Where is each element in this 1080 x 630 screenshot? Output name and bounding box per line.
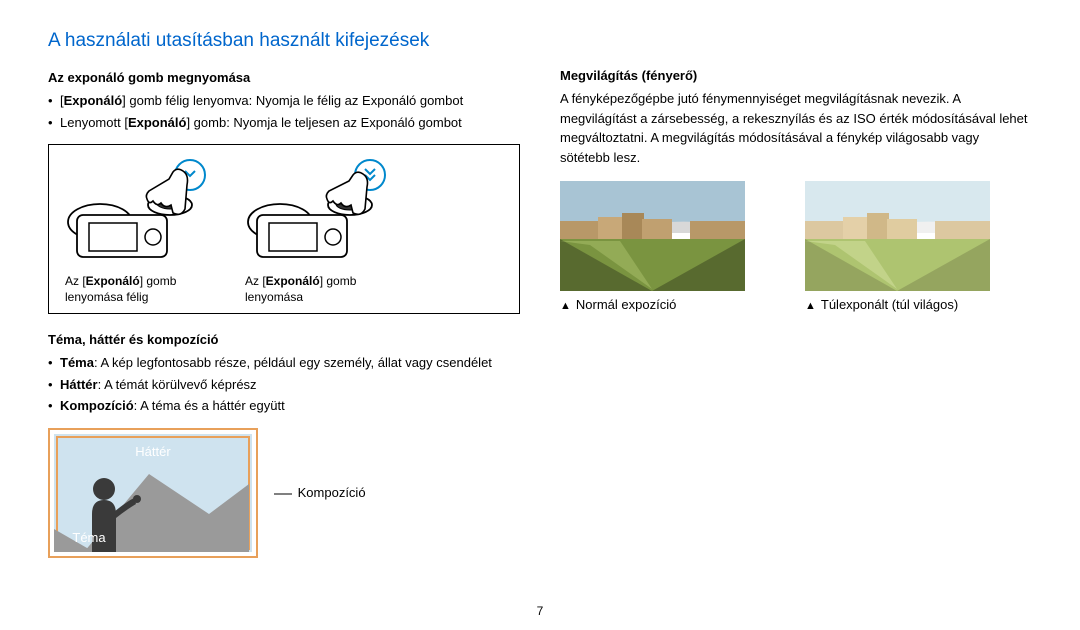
exposure-paragraph: A fényképezőgépbe jutó fénymennyiséget m… bbox=[560, 89, 1032, 167]
exposure-over: Túlexponált (túl világos) bbox=[805, 181, 1032, 312]
exposure-normal-photo bbox=[560, 181, 745, 291]
bg-label: Háttér bbox=[135, 444, 171, 459]
comp-bullet-3: Kompozíció: A téma és a háttér együtt bbox=[48, 396, 520, 416]
composition-frame: Háttér Téma bbox=[48, 428, 258, 558]
composition-scene-icon: Háttér Téma bbox=[54, 434, 252, 552]
page-title: A használati utasításban használt kifeje… bbox=[48, 30, 520, 52]
left-column: A használati utasításban használt kifeje… bbox=[48, 30, 520, 558]
camera-diagram-box: Az [Exponáló] gomb lenyomása félig bbox=[48, 144, 520, 314]
comp-bullet-2: Háttér: A témát körülvevő képrész bbox=[48, 375, 520, 395]
camera-half-press: Az [Exponáló] gomb lenyomása félig bbox=[65, 157, 215, 305]
right-column: Megvilágítás (fényerő) A fényképezőgépbe… bbox=[560, 30, 1032, 558]
exposure-examples-row: Normál expozíció Túlexponált (túl világ bbox=[560, 181, 1032, 312]
camera-full-caption: Az [Exponáló] gomb lenyomása bbox=[245, 273, 356, 305]
camera-half-caption: Az [Exponáló] gomb lenyomása félig bbox=[65, 273, 176, 305]
shutter-bullet-2: Lenyomott [Exponáló] gomb: Nyomja le tel… bbox=[48, 113, 520, 133]
camera-half-press-icon bbox=[65, 157, 215, 267]
exposure-header: Megvilágítás (fényerő) bbox=[560, 68, 1032, 83]
comp-bullet-1: Téma: A kép legfontosabb része, például … bbox=[48, 353, 520, 373]
exposure-over-photo bbox=[805, 181, 990, 291]
shutter-bullet-1: [Exponáló] gomb félig lenyomva: Nyomja l… bbox=[48, 91, 520, 111]
composition-outside-label: Kompozíció bbox=[298, 485, 366, 500]
exposure-normal-caption: Normál expozíció bbox=[560, 297, 787, 312]
camera-full-press-icon bbox=[245, 157, 395, 267]
composition-figure-row: Háttér Téma Kompozíció bbox=[48, 428, 520, 558]
subj-label: Téma bbox=[72, 530, 106, 545]
leader-line-icon bbox=[274, 489, 294, 499]
shutter-header: Az exponáló gomb megnyomása bbox=[48, 70, 520, 85]
page-number: 7 bbox=[537, 604, 544, 618]
exposure-over-caption: Túlexponált (túl világos) bbox=[805, 297, 1032, 312]
comp-header: Téma, háttér és kompozíció bbox=[48, 332, 520, 347]
camera-full-press: Az [Exponáló] gomb lenyomása bbox=[245, 157, 395, 305]
exposure-normal: Normál expozíció bbox=[560, 181, 787, 312]
